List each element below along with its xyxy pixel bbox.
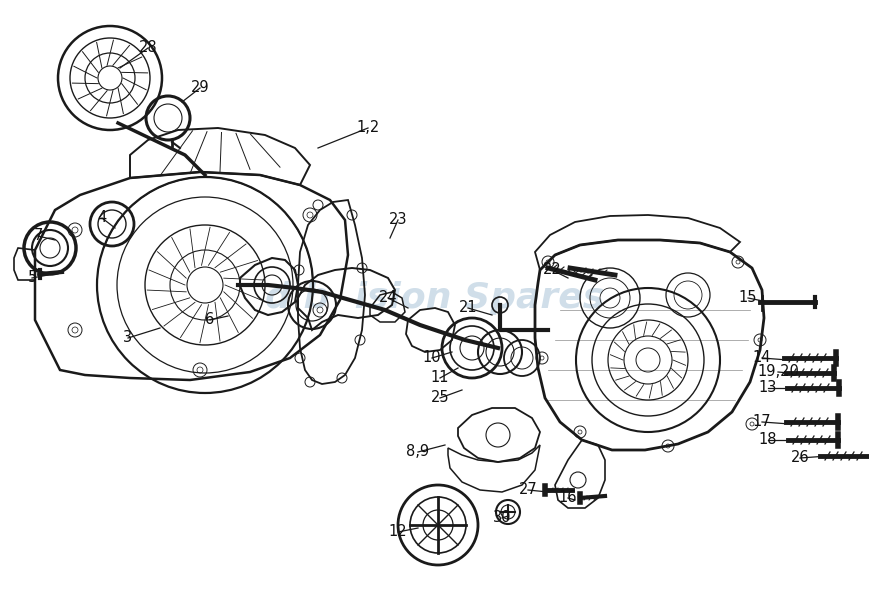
Text: 1,2: 1,2 [356, 120, 380, 135]
Text: 23: 23 [388, 213, 408, 228]
Text: 8,9: 8,9 [407, 445, 429, 460]
Text: 6: 6 [205, 312, 215, 327]
Text: d b  ision Spares: d b ision Spares [265, 281, 604, 315]
Text: 10: 10 [422, 350, 441, 365]
Text: 4: 4 [97, 210, 107, 225]
Text: 18: 18 [759, 433, 777, 448]
Text: 27: 27 [519, 483, 537, 498]
Text: 16: 16 [559, 491, 577, 505]
Text: 24: 24 [379, 290, 397, 306]
Text: 28: 28 [139, 41, 157, 55]
Text: 30: 30 [493, 511, 511, 526]
Text: 3: 3 [123, 331, 133, 346]
Text: 12: 12 [388, 524, 408, 539]
Text: 21: 21 [459, 300, 477, 315]
Text: 7: 7 [33, 228, 43, 244]
Text: 11: 11 [431, 371, 449, 386]
Text: 22: 22 [542, 262, 561, 278]
Text: 5: 5 [28, 271, 36, 285]
Text: 14: 14 [753, 350, 772, 365]
Text: 19,20: 19,20 [757, 365, 799, 380]
Text: 29: 29 [190, 80, 209, 95]
Text: 17: 17 [753, 414, 772, 430]
Text: 15: 15 [739, 290, 757, 306]
Text: 25: 25 [431, 390, 449, 405]
Text: 26: 26 [791, 451, 809, 465]
Text: 13: 13 [759, 380, 777, 396]
